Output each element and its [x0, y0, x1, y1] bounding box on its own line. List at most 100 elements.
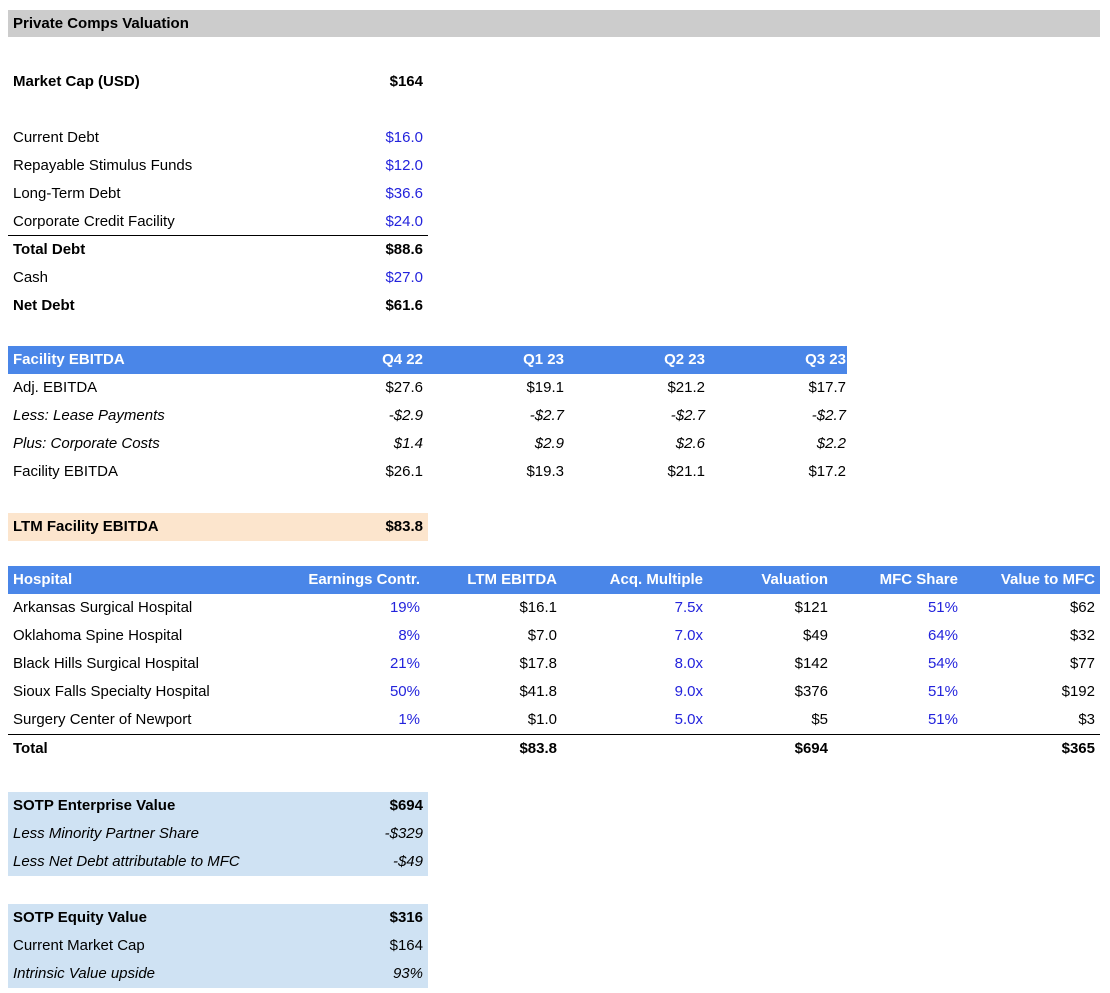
hospital-row-newport: Surgery Center of Newport 1% $1.0 5.0x $…: [8, 706, 1100, 734]
value-to-mfc-cell: $3: [1078, 711, 1095, 728]
cell: $21.1: [667, 463, 705, 480]
col-header-mfc-share: MFC Share: [879, 571, 958, 588]
sotp-equity-value: $316: [389, 909, 423, 926]
col-header-valuation: Valuation: [761, 571, 828, 588]
sotp-equity-value-box: SOTP Equity Value $316 Current Market Ca…: [8, 904, 428, 988]
earnings-contr-cell[interactable]: 19%: [389, 599, 420, 616]
col-header-ltm-ebitda: LTM EBITDA: [467, 571, 557, 588]
row-label: Plus: Corporate Costs: [13, 435, 160, 452]
ltm-ebitda-cell: $1.0: [527, 711, 557, 728]
sotp-equity-row: SOTP Equity Value $316: [8, 904, 428, 932]
cell: -$2.7: [670, 407, 705, 424]
cash-value-input-cell[interactable]: $27.0: [385, 269, 423, 286]
sotp-enterprise-value-box: SOTP Enterprise Value $694 Less Minority…: [8, 792, 428, 876]
debt-value-input-cell[interactable]: $36.6: [385, 185, 423, 202]
value-to-mfc-cell: $77: [1069, 655, 1095, 672]
value-to-mfc-cell: $192: [1061, 683, 1095, 700]
valuation-cell: $121: [794, 599, 828, 616]
cell: $1.4: [393, 435, 423, 452]
market-cap-value: $164: [389, 73, 423, 90]
cell: $21.2: [667, 379, 705, 396]
total-earnings-contr-cell: [287, 735, 425, 762]
mfc-share-input-cell[interactable]: 64%: [927, 627, 958, 644]
current-market-cap-row: Current Market Cap $164: [8, 932, 428, 960]
col-header-q1-23: Q1 23: [523, 351, 564, 368]
valuation-cell: $376: [794, 683, 828, 700]
current-market-cap-value: $164: [389, 937, 423, 954]
mfc-share-input-cell[interactable]: 51%: [927, 599, 958, 616]
value-to-mfc-cell: $62: [1069, 599, 1095, 616]
col-header-acq-multiple: Acq. Multiple: [609, 571, 703, 588]
debt-row-cash: Cash $27.0: [8, 264, 428, 292]
hospital-row-oklahoma: Oklahoma Spine Hospital 8% $7.0 7.0x $49…: [8, 622, 1100, 650]
acq-multiple-input-cell[interactable]: 9.0x: [674, 683, 703, 700]
valuation-cell: $5: [811, 711, 828, 728]
debt-value-input-cell[interactable]: $24.0: [385, 213, 423, 230]
col-header-earnings-contr: Earnings Contr.: [308, 571, 420, 588]
acq-multiple-input-cell[interactable]: 7.0x: [674, 627, 703, 644]
minority-share-label: Less Minority Partner Share: [13, 825, 199, 842]
market-cap-row: Market Cap (USD) $164: [8, 68, 428, 96]
col-header-q3-23: Q3 23: [805, 351, 846, 368]
hospital-row-sioux-falls: Sioux Falls Specialty Hospital 50% $41.8…: [8, 678, 1100, 706]
hospital-row-black-hills: Black Hills Surgical Hospital 21% $17.8 …: [8, 650, 1100, 678]
market-cap-label: Market Cap (USD): [13, 73, 140, 90]
hospital-comps-table: Hospital Earnings Contr. LTM EBITDA Acq.…: [8, 566, 1110, 762]
ltm-ebitda-cell: $41.8: [519, 683, 557, 700]
cell: -$2.7: [529, 407, 564, 424]
cell: $17.7: [808, 379, 846, 396]
debt-value-input-cell[interactable]: $16.0: [385, 129, 423, 146]
valuation-cell: $142: [794, 655, 828, 672]
intrinsic-upside-value: 93%: [392, 965, 423, 982]
debt-label: Current Debt: [13, 129, 99, 146]
valuation-cell: $49: [802, 627, 828, 644]
earnings-contr-cell[interactable]: 1%: [398, 711, 420, 728]
facility-ebitda-header-label: Facility EBITDA: [13, 351, 125, 368]
facility-row-lease-payments: Less: Lease Payments -$2.9 -$2.7 -$2.7 -…: [8, 402, 847, 430]
facility-ebitda-header-row: Facility EBITDA Q4 22 Q1 23 Q2 23 Q3 23: [8, 346, 847, 374]
hospital-name: Surgery Center of Newport: [13, 711, 192, 728]
hospital-name: Sioux Falls Specialty Hospital: [13, 683, 210, 700]
cell: -$2.9: [388, 407, 423, 424]
debt-row-long-term-debt: Long-Term Debt $36.6: [8, 180, 428, 208]
acq-multiple-input-cell[interactable]: 7.5x: [674, 599, 703, 616]
sotp-ev-label: SOTP Enterprise Value: [13, 797, 176, 814]
hospital-header-row: Hospital Earnings Contr. LTM EBITDA Acq.…: [8, 566, 1100, 594]
hospital-total-row: Total $83.8 $694 $365: [8, 734, 1100, 762]
cell: $17.2: [808, 463, 846, 480]
cell: -$2.7: [811, 407, 846, 424]
mfc-share-input-cell[interactable]: 54%: [927, 655, 958, 672]
row-label: Adj. EBITDA: [13, 379, 98, 396]
cell: $26.1: [385, 463, 423, 480]
earnings-contr-cell[interactable]: 8%: [398, 627, 420, 644]
value-to-mfc-cell: $32: [1069, 627, 1095, 644]
sotp-ev-value: $694: [389, 797, 423, 814]
cell: $2.6: [675, 435, 705, 452]
mfc-share-input-cell[interactable]: 51%: [927, 683, 958, 700]
cell: $2.9: [534, 435, 564, 452]
hospital-row-arkansas: Arkansas Surgical Hospital 19% $16.1 7.5…: [8, 594, 1100, 622]
ltm-facility-ebitda-value: $83.8: [385, 518, 423, 535]
acq-multiple-input-cell[interactable]: 8.0x: [674, 655, 703, 672]
net-debt-attributable-value: -$49: [392, 853, 423, 870]
debt-row-credit-facility: Corporate Credit Facility $24.0: [8, 208, 428, 236]
col-header-q2-23: Q2 23: [664, 351, 705, 368]
sotp-net-debt-row: Less Net Debt attributable to MFC -$49: [8, 848, 428, 876]
ltm-ebitda-cell: $17.8: [519, 655, 557, 672]
facility-row-facility-ebitda: Facility EBITDA $26.1 $19.3 $21.1 $17.2: [8, 458, 847, 486]
debt-row-stimulus-funds: Repayable Stimulus Funds $12.0: [8, 152, 428, 180]
earnings-contr-cell[interactable]: 50%: [389, 683, 420, 700]
acq-multiple-input-cell[interactable]: 5.0x: [674, 711, 703, 728]
hospital-name: Oklahoma Spine Hospital: [13, 627, 183, 644]
cash-label: Cash: [13, 269, 49, 286]
total-ltm-ebitda-cell: $83.8: [519, 740, 557, 757]
sotp-ev-row: SOTP Enterprise Value $694: [8, 792, 428, 820]
debt-value-input-cell[interactable]: $12.0: [385, 157, 423, 174]
mfc-share-input-cell[interactable]: 51%: [927, 711, 958, 728]
sotp-minority-share-row: Less Minority Partner Share -$329: [8, 820, 428, 848]
earnings-contr-cell[interactable]: 21%: [389, 655, 420, 672]
row-label: Facility EBITDA: [13, 463, 119, 480]
net-debt-label: Net Debt: [13, 297, 75, 314]
debt-label: Long-Term Debt: [13, 185, 121, 202]
